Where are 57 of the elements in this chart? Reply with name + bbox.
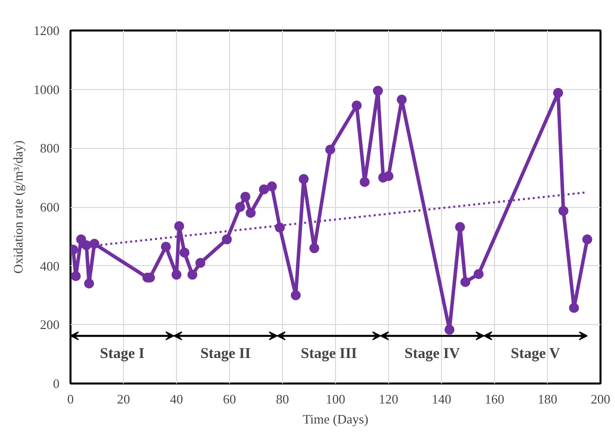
y-tick-label: 200 (40, 317, 60, 332)
point (240, 192, 250, 202)
x-tick-label: 120 (378, 392, 398, 406)
annotation: Stage V (510, 346, 560, 362)
point (179, 248, 190, 258)
point (172, 270, 182, 280)
point (372, 86, 383, 96)
point (187, 270, 198, 280)
point (258, 184, 269, 194)
y-tick-label: 600 (40, 200, 60, 214)
point (474, 269, 484, 280)
point (455, 222, 466, 232)
point (274, 222, 285, 233)
x-tick-label: 60 (223, 392, 236, 406)
x-tick-label: 100 (326, 392, 346, 406)
x-axis-title: Time (Days) (302, 412, 368, 426)
point (396, 94, 407, 105)
x-tick-label: 0 (67, 392, 74, 406)
y-tick-label: 1000 (34, 82, 60, 97)
y-tick-label: 0 (53, 376, 60, 391)
point (266, 181, 277, 192)
x-tick-label: 160 (484, 392, 504, 406)
x-tick-label: 200 (590, 392, 610, 406)
y-tick-label: 1200 (34, 23, 60, 38)
point (174, 221, 184, 232)
annotation: Stage II (200, 346, 251, 362)
point (352, 100, 362, 111)
point (384, 171, 394, 182)
x-tick-label: 80 (276, 392, 289, 406)
annotation: Stage III (300, 346, 358, 362)
point (298, 174, 309, 184)
point (553, 88, 564, 98)
point (195, 258, 206, 268)
point (460, 277, 470, 288)
point (70, 271, 81, 282)
point (235, 202, 246, 212)
point (160, 242, 171, 252)
x-tick-label: 140 (432, 392, 452, 406)
x-tick-label: 180 (538, 392, 558, 406)
point (246, 208, 256, 218)
point (582, 234, 592, 244)
point (309, 243, 320, 254)
point (558, 206, 568, 216)
point (360, 177, 370, 187)
point (222, 234, 232, 244)
y-tick-label: 400 (40, 258, 60, 274)
point (569, 302, 579, 313)
annotation: Stage IV (404, 346, 460, 362)
y-axis-title: Oxidation rate (g/m³/day) (10, 140, 26, 274)
point (84, 278, 94, 288)
point (325, 144, 336, 155)
point (444, 324, 454, 335)
x-tick-label: 20 (117, 392, 130, 406)
x-tick-label: 40 (170, 392, 183, 406)
y-tick-label: 800 (40, 140, 60, 156)
annotation: Stage I (100, 346, 145, 362)
point (290, 290, 301, 300)
